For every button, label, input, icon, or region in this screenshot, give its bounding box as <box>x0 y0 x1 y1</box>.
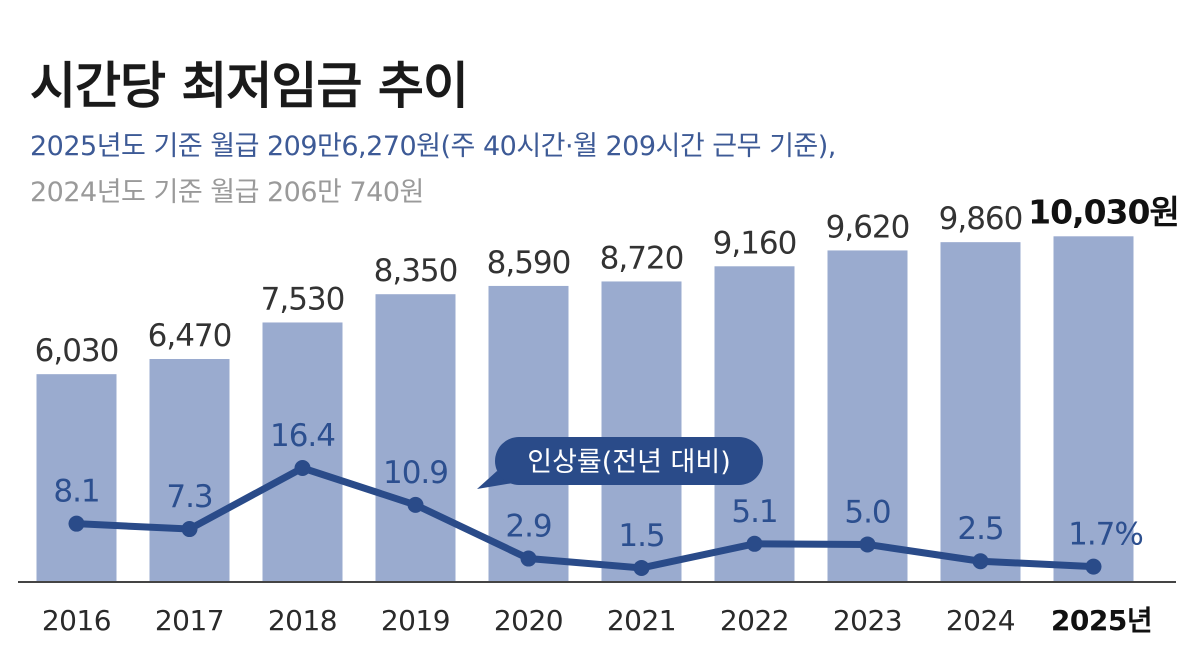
rate-line <box>73 464 1097 572</box>
rate-point-2021 <box>633 559 650 576</box>
x-tick-label-2017: 2017 <box>155 604 224 637</box>
rate-point-2024 <box>972 553 989 570</box>
bar-2020 <box>488 285 569 582</box>
bar-value-label-2021: 8,720 <box>600 240 684 276</box>
bar-2024 <box>940 242 1021 583</box>
rate-point-2025년 <box>1085 558 1102 575</box>
rate-value-label-2023: 5.0 <box>844 494 890 530</box>
rate-value-label-2020: 2.9 <box>505 509 551 545</box>
subtitle-monthly-2024: 2024년도 기준 월급 206만 740원 <box>30 177 424 208</box>
rate-value-label-2021: 1.5 <box>618 518 664 554</box>
bar-value-label-2020: 8,590 <box>487 245 571 281</box>
x-tick-label-2023: 2023 <box>833 604 902 637</box>
rate-value-label-2024: 2.5 <box>957 511 1003 547</box>
bar-2019 <box>375 294 456 582</box>
x-tick-label-2021: 2021 <box>607 604 676 637</box>
bar-value-label-2018: 7,530 <box>261 281 345 317</box>
chart-title: 시간당 최저임금 추이 <box>30 57 469 115</box>
rate-point-2017 <box>181 521 198 538</box>
rate-point-2023 <box>859 536 876 553</box>
bar-2021 <box>601 281 682 582</box>
bar-value-label-2022: 9,160 <box>713 225 797 261</box>
legend-callout-box <box>495 437 763 485</box>
bar-2022 <box>714 266 795 582</box>
rate-point-2016 <box>68 515 85 532</box>
bar-value-label-2016: 6,030 <box>35 333 119 369</box>
x-tick-label-2022: 2022 <box>720 604 789 637</box>
bar-2017 <box>149 359 230 582</box>
x-tick-label-2024: 2024 <box>946 604 1015 637</box>
subtitle-monthly-2025: 2025년도 기준 월급 209만6,270원(주 40시간·월 209시간 근… <box>30 131 836 162</box>
bar-2025년 <box>1053 236 1134 582</box>
rate-point-2019 <box>407 496 424 513</box>
rate-value-label-2016: 8.1 <box>53 474 99 510</box>
x-tick-label-2020: 2020 <box>494 604 563 637</box>
bar-value-label-2024: 9,860 <box>939 201 1023 237</box>
rate-value-label-2022: 5.1 <box>731 494 777 530</box>
x-tick-label-2019: 2019 <box>381 604 450 637</box>
rate-point-2020 <box>520 550 537 567</box>
x-tick-label-2025년: 2025년 <box>1051 604 1152 637</box>
bar-value-label-2025년: 10,030원 <box>1028 192 1179 231</box>
rate-value-label-2018: 16.4 <box>270 418 335 454</box>
rate-point-2022 <box>746 535 763 552</box>
bar-value-label-2017: 6,470 <box>148 318 232 354</box>
bar-2018 <box>262 322 343 582</box>
x-tick-label-2016: 2016 <box>42 604 111 637</box>
rate-value-label-2017: 7.3 <box>166 479 212 515</box>
rate-point-2018 <box>294 460 311 476</box>
bar-value-label-2023: 9,620 <box>826 209 910 245</box>
bar-2016 <box>36 374 117 582</box>
legend-label: 인상률(전년 대비) <box>527 447 731 478</box>
bar-2023 <box>827 250 908 582</box>
rate-value-label-2025년: 1.7% <box>1068 517 1143 553</box>
rate-value-label-2019: 10.9 <box>383 455 448 491</box>
x-tick-label-2018: 2018 <box>268 604 337 637</box>
bar-value-label-2019: 8,350 <box>374 253 458 289</box>
legend-callout-pointer <box>477 471 513 489</box>
